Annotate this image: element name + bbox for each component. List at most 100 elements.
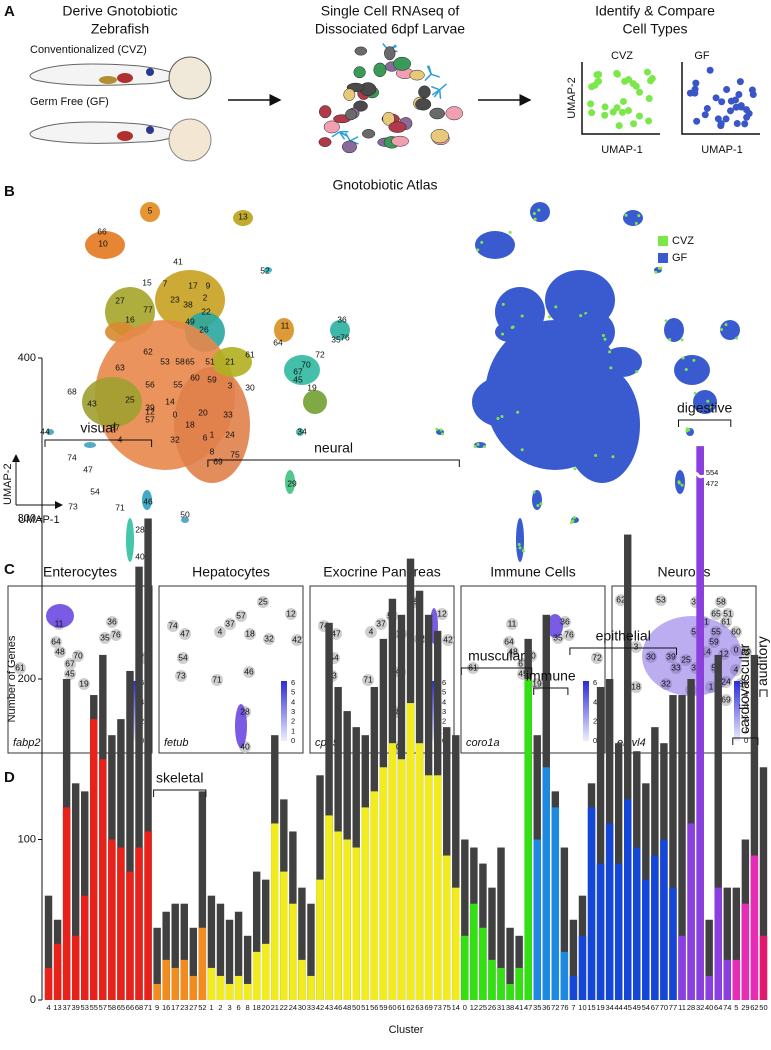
dot <box>722 115 730 123</box>
dot <box>737 102 745 110</box>
bar-specific <box>624 799 632 1000</box>
cluster-label: 35 <box>100 632 110 642</box>
bar-specific <box>506 983 514 1000</box>
x-tick-label: 55 <box>90 1003 98 1012</box>
bar-total <box>325 622 333 1000</box>
cluster-label: 49 <box>185 316 195 326</box>
dot <box>710 405 714 409</box>
y-tick-label: 0 <box>30 994 36 1006</box>
cluster-label: 12 <box>437 608 447 618</box>
cell <box>429 107 445 120</box>
bar-specific <box>587 807 596 1000</box>
cluster-label: 74 <box>319 620 329 630</box>
dot <box>645 117 653 125</box>
cluster-label: 11 <box>508 618 517 628</box>
bar-specific <box>189 975 198 1000</box>
cluster-label: 11 <box>55 618 64 628</box>
bar-total <box>506 927 514 1000</box>
cluster-label: 61 <box>721 616 731 626</box>
dot <box>712 94 720 102</box>
cluster-label: 54 <box>178 652 188 662</box>
panel-label: D <box>4 769 15 786</box>
group-bracket <box>207 459 460 467</box>
bar-specific <box>207 967 216 1000</box>
bar-specific <box>569 975 578 1000</box>
bar-total <box>243 935 252 1000</box>
group-bracket <box>460 667 533 675</box>
panel-title: Enterocytes <box>43 564 117 580</box>
x-tick-label: 4 <box>46 1003 50 1012</box>
dot <box>501 302 505 306</box>
cell-blob <box>720 676 732 688</box>
x-tick-label: 30 <box>298 1003 306 1012</box>
scale-tick-label: 3 <box>291 707 295 716</box>
cluster-label: 40 <box>240 741 250 751</box>
cell-blob <box>99 632 111 644</box>
cluster-label: 26 <box>199 324 209 334</box>
cluster-label: 39 <box>666 651 676 661</box>
cluster-label: 4 <box>369 626 374 636</box>
cluster-label: 61 <box>15 662 25 672</box>
cluster-label: 17 <box>188 280 198 290</box>
dot <box>693 391 697 395</box>
cluster-label: 67 <box>293 366 303 376</box>
cell <box>445 106 463 121</box>
x-tick-label: 21 <box>271 1003 279 1012</box>
x-tick-label: 43 <box>325 1003 333 1012</box>
dot <box>591 81 599 89</box>
cluster-label: 59 <box>709 636 719 646</box>
bar-total <box>461 839 469 1000</box>
cluster-label: 4 <box>218 626 223 636</box>
dot <box>619 97 627 105</box>
x-tick-label: 49 <box>633 1003 641 1012</box>
cell <box>323 120 340 134</box>
x-tick-label: 67 <box>651 1003 659 1012</box>
dot <box>735 90 743 98</box>
dot <box>539 502 543 506</box>
scale-tick-label: 2 <box>593 717 597 726</box>
color-scale <box>583 681 589 741</box>
group-bracket <box>44 439 153 447</box>
dot <box>636 88 644 96</box>
cell <box>344 132 351 142</box>
bar-total <box>497 847 505 1000</box>
cluster-label: 7 <box>163 278 168 288</box>
cluster-label: 14 <box>701 646 711 656</box>
x-tick-label: 1 <box>209 1003 213 1012</box>
scale-tick-label: 4 <box>291 697 295 706</box>
cluster-label: 33 <box>671 662 681 672</box>
cell-blob <box>503 636 515 648</box>
value-label: 554 <box>706 468 719 477</box>
dot <box>588 109 596 117</box>
cluster-label: 67 <box>65 658 75 668</box>
cell-blob <box>708 636 720 648</box>
dot <box>587 100 595 108</box>
cluster-label: 56 <box>145 379 155 389</box>
cell <box>319 105 332 119</box>
cell <box>430 73 440 78</box>
x-tick-label: 64 <box>714 1003 722 1012</box>
cluster-label: 3 <box>228 380 233 390</box>
cell <box>418 85 431 99</box>
x-tick-label: 53 <box>81 1003 89 1012</box>
cluster-label: 9 <box>206 280 211 290</box>
cluster-label: 18 <box>631 681 641 691</box>
x-tick-label: 59 <box>379 1003 387 1012</box>
bar-specific <box>298 959 306 1000</box>
step-title: Derive Gnotobiotic <box>62 3 177 19</box>
dot <box>520 448 524 452</box>
dot <box>473 444 477 448</box>
cell-blob <box>78 678 90 690</box>
cluster-label: 30 <box>646 651 656 661</box>
y-tick-label: 300 <box>18 512 36 524</box>
cell <box>433 89 441 98</box>
scale-tick-label: 1 <box>744 724 748 733</box>
bar-specific <box>596 863 605 1000</box>
dot <box>601 111 609 119</box>
scale-tick-label: 1 <box>291 726 295 735</box>
bar-specific <box>642 879 650 1000</box>
cluster-label: 19 <box>79 678 89 688</box>
bar-total <box>216 903 225 1000</box>
cluster-label: 60 <box>731 626 741 636</box>
